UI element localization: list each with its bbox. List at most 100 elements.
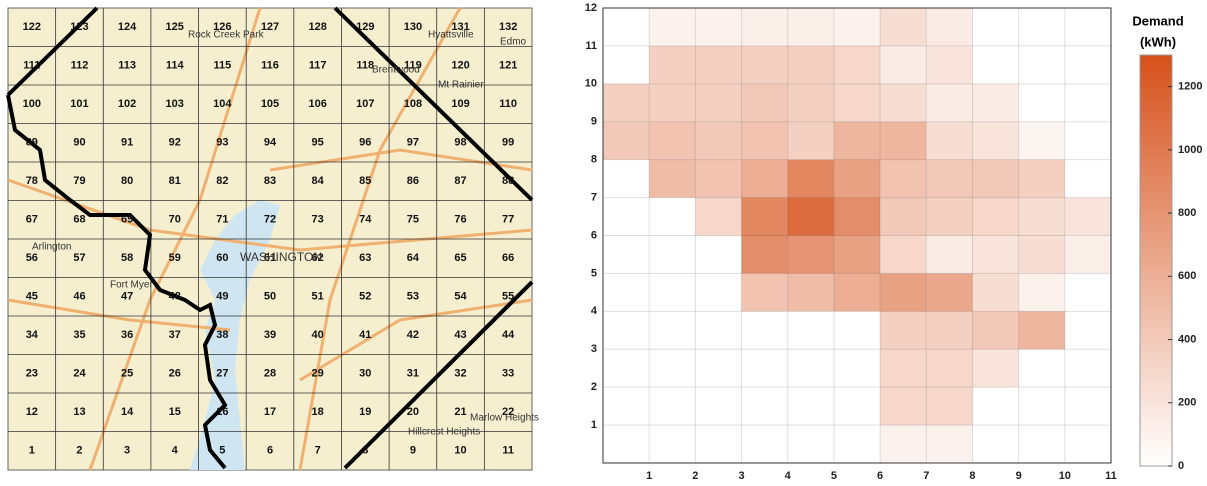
heat-cell <box>834 84 880 122</box>
cell-number: 122 <box>23 21 41 33</box>
heat-cell <box>742 236 788 274</box>
cell-number: 16 <box>216 406 228 418</box>
cell-number: 29 <box>312 368 324 380</box>
cell-number: 50 <box>264 291 276 303</box>
cell-number: 86 <box>407 175 419 187</box>
y-tick-label: 10 <box>585 78 597 90</box>
cell-number: 1 <box>29 445 35 457</box>
cell-number: 59 <box>169 252 181 264</box>
cell-number: 39 <box>264 329 276 341</box>
cell-number: 44 <box>502 329 515 341</box>
heat-cell <box>1065 236 1111 274</box>
cell-number: 72 <box>264 214 276 226</box>
cell-number: 90 <box>73 137 85 149</box>
cell-number: 117 <box>309 60 327 72</box>
heat-cell <box>926 122 972 160</box>
heat-cell <box>695 198 741 236</box>
cell-number: 60 <box>216 252 228 264</box>
cell-number: 106 <box>308 98 326 110</box>
page: {"map": { "cells": ["1","2","3","4","5",… <box>0 0 1207 486</box>
cell-number: 110 <box>499 98 517 110</box>
colorbar-tick-label: 600 <box>1178 270 1196 282</box>
x-tick-label: 6 <box>877 470 883 482</box>
heat-cell <box>788 160 834 198</box>
heat-cell <box>972 349 1018 387</box>
cell-number: 35 <box>73 329 85 341</box>
cell-number: 79 <box>73 175 85 187</box>
cell-number: 5 <box>219 445 225 457</box>
heat-cell <box>649 160 695 198</box>
cell-number: 83 <box>264 175 276 187</box>
heat-cell <box>834 236 880 274</box>
cell-number: 75 <box>407 214 419 226</box>
cell-number: 108 <box>404 98 422 110</box>
colorbar <box>1140 55 1172 466</box>
cell-number: 130 <box>404 21 422 33</box>
cell-number: 103 <box>166 98 184 110</box>
cell-number: 74 <box>359 214 372 226</box>
heat-cell <box>742 122 788 160</box>
heat-cell <box>1019 160 1065 198</box>
cell-number: 73 <box>312 214 324 226</box>
heat-cell <box>834 160 880 198</box>
cell-number: 92 <box>169 137 181 149</box>
x-tick-label: 7 <box>923 470 929 482</box>
x-tick-label: 11 <box>1105 470 1117 482</box>
cell-number: 52 <box>359 291 371 303</box>
x-tick-label: 5 <box>831 470 837 482</box>
heat-cell <box>926 273 972 311</box>
cell-number: 66 <box>502 252 514 264</box>
heat-cell <box>788 236 834 274</box>
cell-number: 80 <box>121 175 133 187</box>
cell-number: 47 <box>121 291 133 303</box>
cell-number: 115 <box>213 60 231 72</box>
heat-cell <box>834 46 880 84</box>
cell-number: 107 <box>356 98 374 110</box>
cell-number: 54 <box>454 291 467 303</box>
heat-cell <box>649 8 695 46</box>
cell-number: 26 <box>169 368 181 380</box>
heat-cell <box>742 273 788 311</box>
heat-cell <box>834 8 880 46</box>
heat-cell <box>926 8 972 46</box>
heat-cell <box>926 236 972 274</box>
heat-cell <box>649 46 695 84</box>
cell-number: 7 <box>315 445 321 457</box>
cell-number: 121 <box>499 60 517 72</box>
heat-cell <box>880 273 926 311</box>
place-label: Mt Rainier <box>438 80 484 91</box>
heat-cell <box>972 198 1018 236</box>
heat-cell <box>649 122 695 160</box>
cell-number: 40 <box>312 329 324 341</box>
heat-cell <box>926 387 972 425</box>
place-label: Arlington <box>32 242 71 253</box>
cell-number: 43 <box>454 329 466 341</box>
cell-number: 25 <box>121 368 133 380</box>
place-label: Rock Creek Park <box>188 30 265 41</box>
heat-cell <box>972 122 1018 160</box>
heat-cell <box>972 84 1018 122</box>
cell-number: 56 <box>26 252 38 264</box>
cell-number: 65 <box>454 252 466 264</box>
cell-number: 98 <box>454 137 466 149</box>
heat-cell <box>695 122 741 160</box>
colorbar-tick-label: 1000 <box>1178 144 1202 156</box>
y-tick-label: 2 <box>591 381 597 393</box>
heat-cell <box>1019 122 1065 160</box>
colorbar-title: Demand <box>1132 13 1183 28</box>
cell-number: 129 <box>356 21 374 33</box>
heat-cell <box>834 273 880 311</box>
heat-cell <box>1019 311 1065 349</box>
cell-number: 91 <box>121 137 133 149</box>
cell-number: 9 <box>410 445 416 457</box>
x-tick-label: 9 <box>1016 470 1022 482</box>
heat-cell <box>742 46 788 84</box>
cell-number: 89 <box>26 137 38 149</box>
y-tick-label: 9 <box>591 116 597 128</box>
heat-cell <box>695 160 741 198</box>
heat-cell <box>834 198 880 236</box>
heat-cell <box>880 236 926 274</box>
heat-cell <box>1019 198 1065 236</box>
cell-number: 36 <box>121 329 133 341</box>
